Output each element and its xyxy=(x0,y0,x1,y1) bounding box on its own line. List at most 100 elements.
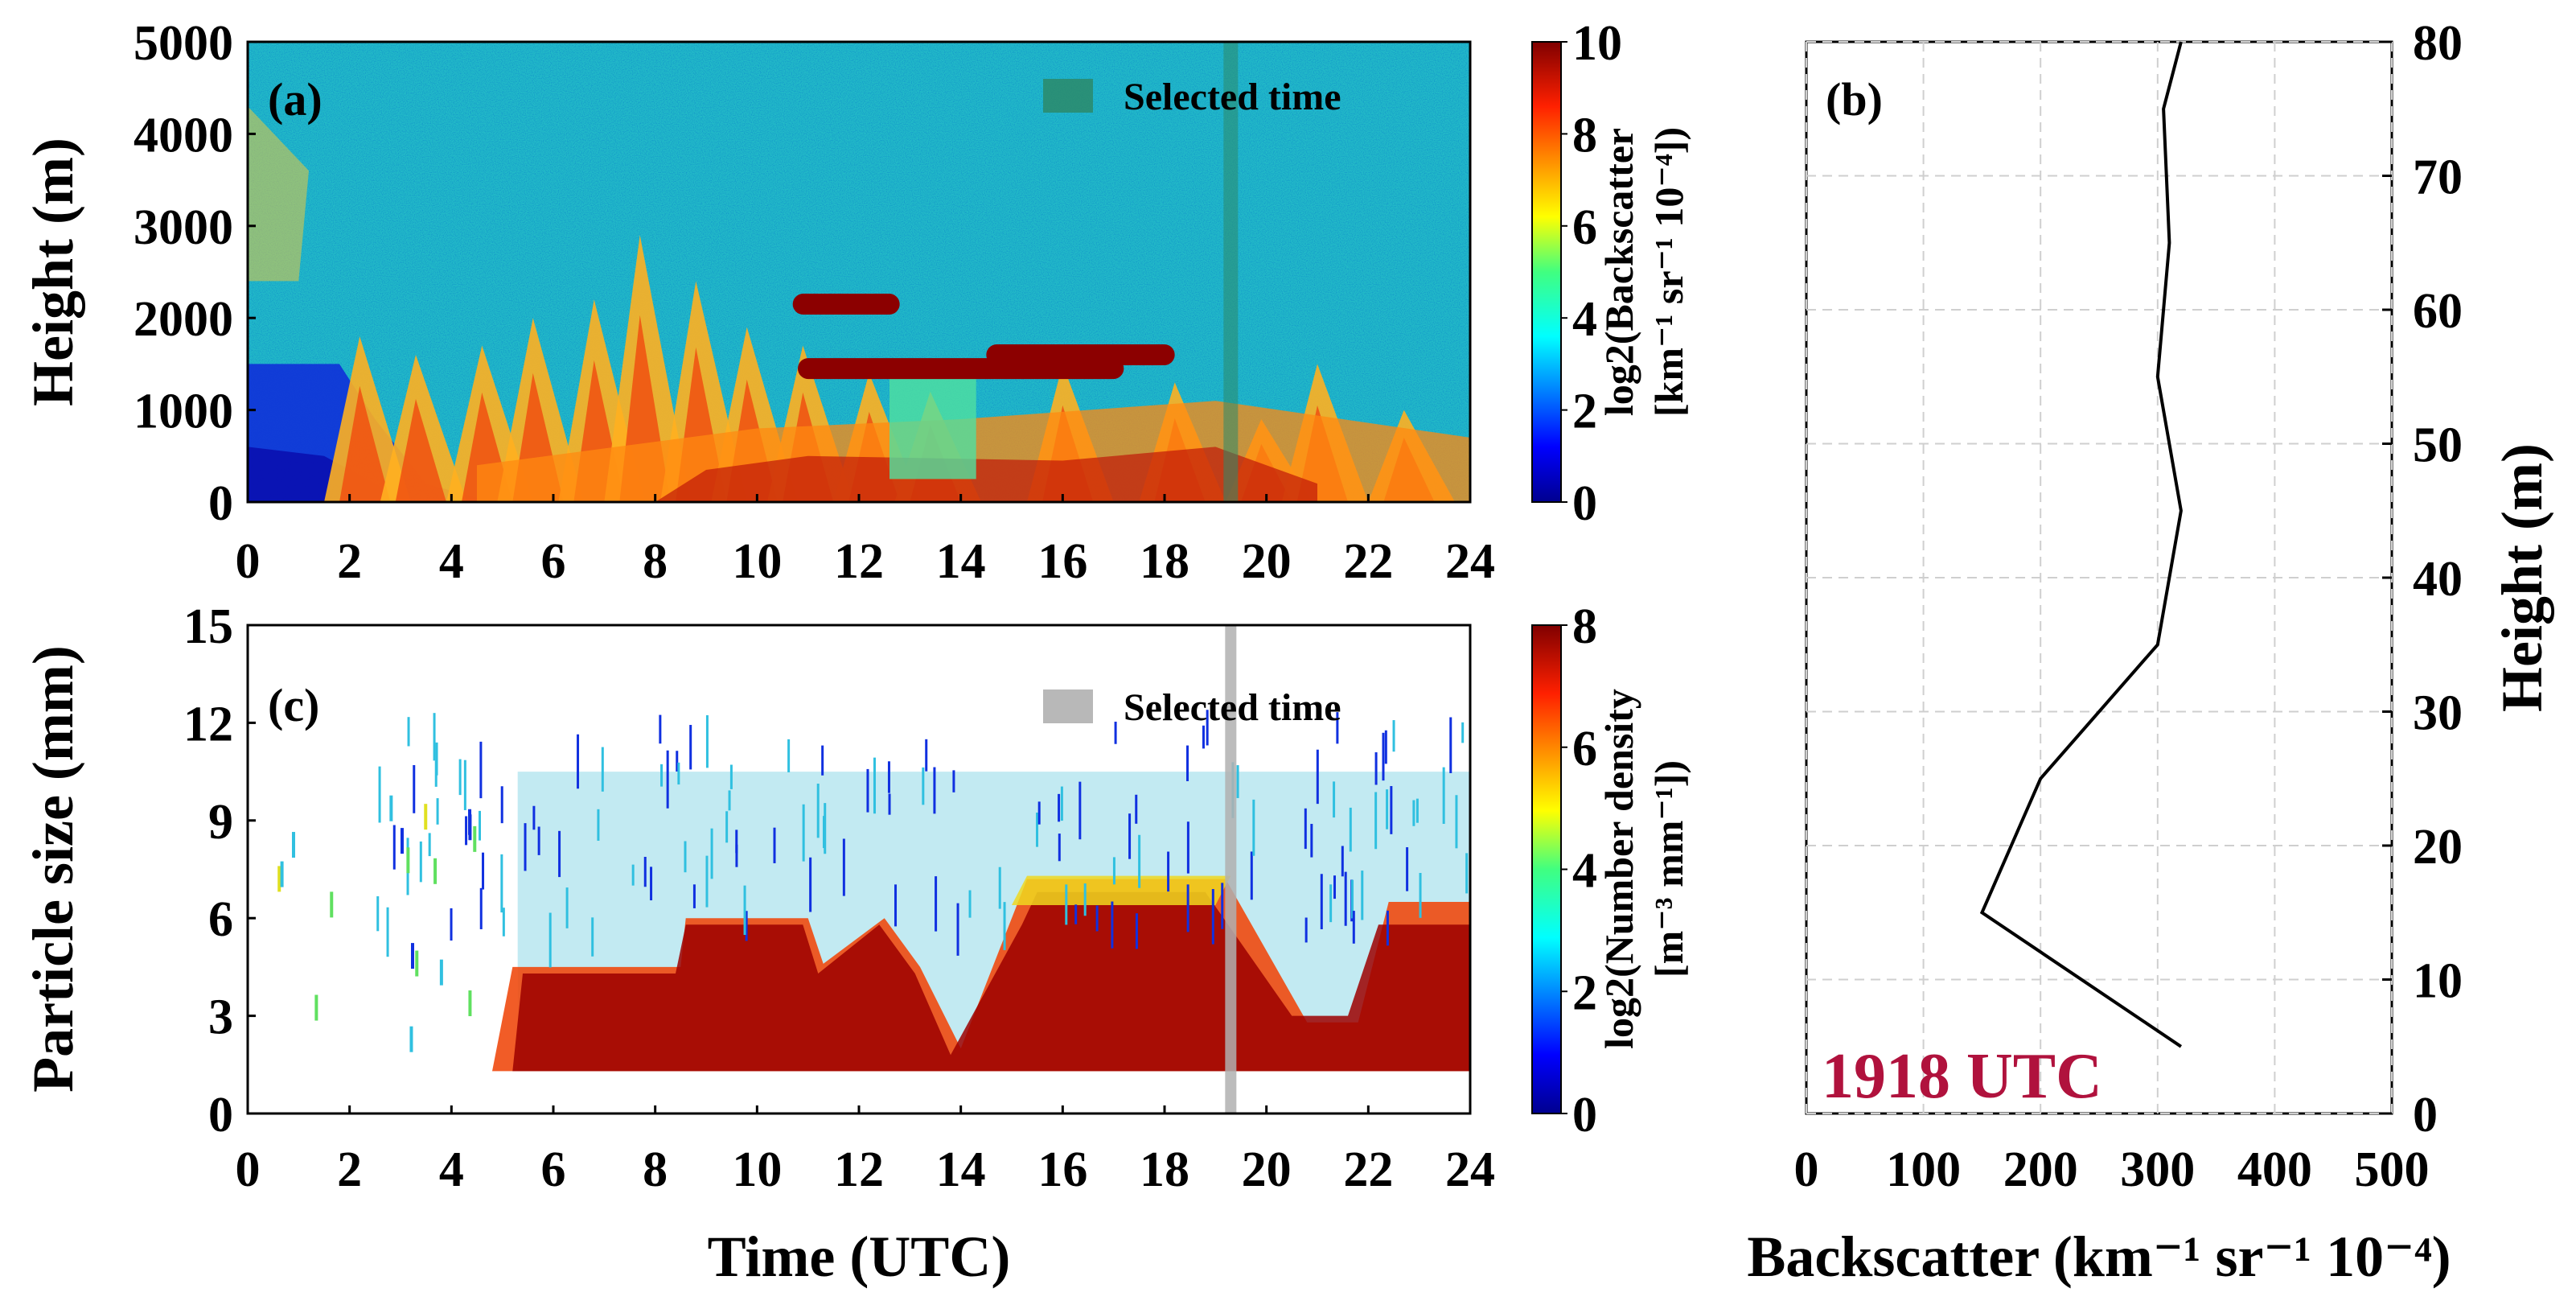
panel-c-xtick-label: 2 xyxy=(337,1142,362,1197)
panel-a-early-aerosol xyxy=(248,106,309,282)
panel-c-early-bin xyxy=(439,959,443,986)
panel-a-xtick-label: 14 xyxy=(936,534,986,589)
panel-c-colorbar-label-2: [m⁻³ mm⁻¹]) xyxy=(1646,760,1691,978)
panel-c-legend-label: Selected time xyxy=(1124,686,1341,729)
panel-b-ytick-label: 50 xyxy=(2413,418,2463,473)
panel-a-xtick-label: 24 xyxy=(1445,534,1495,589)
panel-c-xlabel: Time (UTC) xyxy=(708,1225,1011,1289)
panel-c-ylabel: Particle size (mm) xyxy=(21,645,85,1093)
panel-c-early-bin xyxy=(433,858,438,884)
panel-a-xtick-label: 18 xyxy=(1140,534,1189,589)
panel-a-ytick-label: 0 xyxy=(208,476,233,531)
panel-b-ytick-label: 60 xyxy=(2413,284,2463,339)
panel-a-ytick-label: 2000 xyxy=(134,292,233,347)
panel-c-xtick-label: 6 xyxy=(541,1142,566,1197)
panel-c-legend-swatch xyxy=(1043,689,1093,723)
panel-a-mixed-region xyxy=(889,373,976,480)
panel-c-label: (c) xyxy=(268,679,319,731)
panel-c-early-bin xyxy=(468,990,472,1017)
panel-c-xtick-label: 16 xyxy=(1037,1142,1087,1197)
panel-c-early-bin xyxy=(291,832,295,858)
panel-b-xtick-label: 400 xyxy=(2237,1142,2312,1197)
panel-a-xtick-label: 16 xyxy=(1037,534,1087,589)
panel-a-xtick-label: 8 xyxy=(643,534,668,589)
panel-c-xtick-label: 18 xyxy=(1140,1142,1189,1197)
panel-a-xtick-label: 6 xyxy=(541,534,566,589)
panel-a-colorbar-tick-label: 6 xyxy=(1572,200,1597,255)
panel-b-profile-line xyxy=(1979,41,2183,1048)
panel-c-ytick-label: 15 xyxy=(183,599,233,654)
panel-c-early-bin xyxy=(389,795,393,821)
panel-a-colorbar: 0 2 4 6 8 10 log2(Backscatter [km⁻¹ sr⁻¹ 10⁻⁴… xyxy=(1531,16,1691,531)
panel-a-ytick-label: 1000 xyxy=(134,385,233,439)
panel-c-colorbar-label-1: log2(Number density xyxy=(1596,689,1641,1049)
panel-b-ylabel: Height (m) xyxy=(2490,443,2554,712)
panel-c-xtick-label: 22 xyxy=(1343,1142,1393,1197)
panel-a-colorbar-tick-label: 2 xyxy=(1572,385,1597,439)
panel-c-ytick-label: 3 xyxy=(208,990,233,1045)
panel-a-colorbar-tick-label: 8 xyxy=(1572,108,1597,163)
panel-c-early-bin xyxy=(410,943,414,969)
panel-a-colorbar-label-2: [km⁻¹ sr⁻¹ 10⁻⁴]) xyxy=(1646,127,1691,417)
panel-c-early-bin xyxy=(277,866,281,892)
panel-c-colorbar-tick-label: 0 xyxy=(1572,1088,1597,1142)
panel-b-xtick-label: 500 xyxy=(2355,1142,2430,1197)
panel-b-ytick-label: 70 xyxy=(2413,150,2463,205)
panel-c-colorbar-tick-label: 8 xyxy=(1572,599,1597,654)
panel-c-colorbar: 0 2 4 6 8 log2(Number density [m⁻³ mm⁻¹]) xyxy=(1531,599,1691,1142)
panel-a-label: (a) xyxy=(268,73,323,126)
panel-c-xtick-label: 10 xyxy=(732,1142,782,1197)
panel-b-ytick-label: 80 xyxy=(2413,16,2463,71)
panel-b-ytick-label: 20 xyxy=(2413,820,2463,875)
panel-b-xlabel: Backscatter (km⁻¹ sr⁻¹ 10⁻⁴) xyxy=(1747,1225,2451,1289)
panel-b-time-annotation: 1918 UTC xyxy=(1822,1041,2102,1112)
panel-c-xtick-label: 24 xyxy=(1445,1142,1495,1197)
panel-c-early-bin xyxy=(473,825,477,852)
panel-c-early-bin xyxy=(424,804,428,830)
panel-c-ytick-label: 9 xyxy=(208,795,233,850)
panel-a-surface-layer xyxy=(655,447,1317,502)
panel-a-legend-label: Selected time xyxy=(1124,76,1341,118)
panel-c-colorbar-tick-label: 6 xyxy=(1572,722,1597,776)
panel-a-xtick-label: 20 xyxy=(1242,534,1292,589)
panel-b-ytick-label: 30 xyxy=(2413,686,2463,741)
panel-a-heatmap xyxy=(248,42,1470,502)
panel-a-colorbar-tick-label: 10 xyxy=(1572,16,1622,71)
panel-b-ytick-label: 40 xyxy=(2413,552,2463,607)
panel-a: 0 2 4 6 8 10 12 14 16 18 20 22 240100020003000400050… xyxy=(21,16,1691,589)
panel-a-xtick-label: 2 xyxy=(337,534,362,589)
panel-a-ytick-label: 5000 xyxy=(134,16,233,71)
panel-a-ytick-label: 3000 xyxy=(134,200,233,255)
panel-a-cloud-layer xyxy=(792,294,900,315)
panel-c-heatmap xyxy=(248,625,1470,1113)
panel-c-xtick-label: 4 xyxy=(439,1142,464,1197)
panel-a-colorbar-label-1: log2(Backscatter xyxy=(1596,128,1641,416)
panel-a-xtick-label: 12 xyxy=(834,534,884,589)
panel-a-colorbar-tick-label: 0 xyxy=(1572,476,1597,531)
panel-b-ytick-label: 0 xyxy=(2413,1088,2438,1142)
panel-c-selected-time-band xyxy=(1225,625,1237,1113)
panel-a-cloud-layer xyxy=(986,344,1175,365)
panel-a-xtick-label: 0 xyxy=(236,534,261,589)
panel-c-xtick-label: 14 xyxy=(936,1142,986,1197)
panel-c-early-bin xyxy=(400,828,404,854)
panel-b-xtick-label: 300 xyxy=(2120,1142,2195,1197)
panel-a-precip-core xyxy=(395,398,446,502)
panel-c-early-bin xyxy=(468,814,472,841)
panel-a-selected-time-band xyxy=(1223,42,1239,502)
panel-c-ytick-label: 0 xyxy=(208,1088,233,1142)
panel-c-early-bin xyxy=(314,994,318,1021)
panel-b-label: (b) xyxy=(1826,73,1883,126)
panel-a-ytick-label: 4000 xyxy=(134,108,233,163)
panel-c-early-bin xyxy=(330,891,334,918)
panel-c-early-bin xyxy=(280,861,284,887)
panel-c-colorbar-tick-label: 4 xyxy=(1572,844,1597,899)
panel-c-colorbar-tick-label: 2 xyxy=(1572,965,1597,1020)
panel-c-xtick-label: 12 xyxy=(834,1142,884,1197)
panel-b-xtick-label: 0 xyxy=(1794,1142,1819,1197)
panel-a-legend-swatch xyxy=(1043,79,1093,113)
panel-a-xtick-label: 22 xyxy=(1343,534,1393,589)
